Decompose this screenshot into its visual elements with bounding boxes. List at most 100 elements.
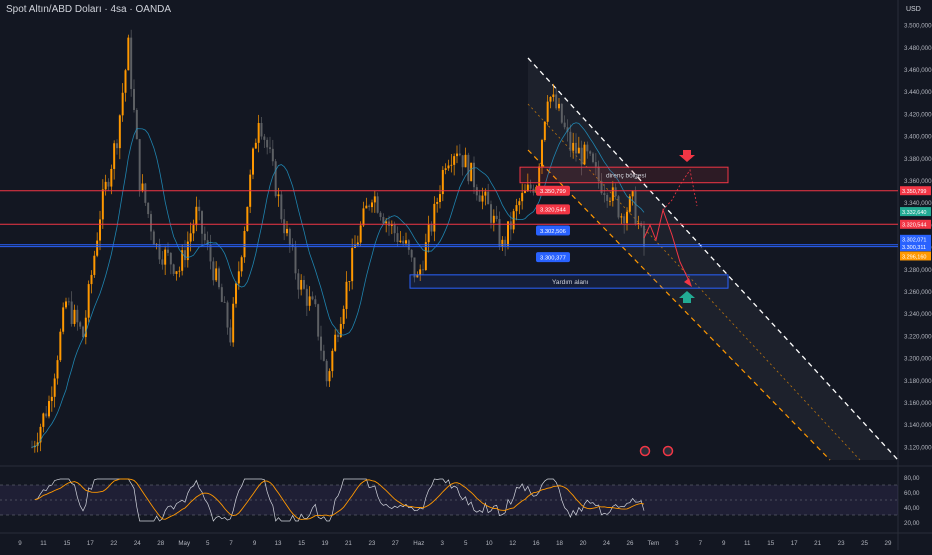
candle-body [269,147,271,149]
price-axis-bg [898,0,932,550]
up-arrow-marker [679,291,695,303]
candle-body [192,225,195,234]
candle-body [543,121,546,141]
candle-body [583,144,586,165]
candle-body [203,233,206,241]
candle-body [541,140,543,167]
projection-path-alt [662,168,698,211]
candle-body [416,274,419,278]
candle-body [308,296,311,306]
candle-body [147,202,150,215]
candle-body [317,304,320,337]
candle-body [201,211,203,234]
candle-body [376,196,379,213]
candle-body [305,288,308,306]
candle-body [291,245,294,247]
candle-body [524,190,526,193]
candle-body [558,103,560,109]
candle-body [167,249,169,253]
candle-body [560,103,563,123]
candle-body [512,211,515,230]
support-zone [409,274,729,289]
candle-body [218,268,220,288]
candle-body [464,154,467,168]
candle-body [620,216,623,218]
candle-body [637,222,640,225]
candle-body [614,187,617,197]
x-tick-label: 13 [275,540,282,547]
candle-body [42,413,45,427]
y-tick-label: 3.400,000 [904,134,932,141]
candle-body [116,143,118,149]
candle-body [121,92,124,116]
candle-body [186,241,189,261]
x-tick-label: 9 [722,540,726,547]
candle-body [195,206,198,226]
channel-lower-line [527,149,831,461]
x-tick-label: 9 [18,540,22,547]
candle-body [390,224,393,226]
x-tick-label: 7 [229,540,233,547]
candle-body [345,281,348,309]
x-tick-label: Haz [413,540,424,547]
candle-body [348,281,351,282]
rsi-band [0,485,898,515]
x-tick-label: Tem [648,540,660,547]
x-tick-label: 19 [322,540,329,547]
candle-body [484,191,487,196]
candle-body [592,153,594,163]
candle-body [220,287,223,302]
candle-body [325,360,328,382]
candle-body [150,214,152,232]
candle-body [240,257,243,272]
rsi-tick-label: 40,00 [904,505,920,512]
candle-body [359,225,362,243]
candle-body [76,309,79,323]
axis-price-label [900,207,931,217]
candle-body [223,301,226,303]
candle-body [314,299,317,305]
axis-price-label-text: 3.300,311 [902,245,926,251]
y-tick-label: 3.380,000 [904,156,932,163]
candle-body [475,187,478,196]
candle-body [277,194,280,197]
candle-body [538,166,541,187]
candle-body [447,165,450,169]
candle-body [430,224,433,232]
candle-body [50,396,53,402]
candle-body [212,261,215,281]
candle-body [600,181,603,194]
candle-body [385,221,388,224]
candle-body [283,219,286,234]
candle-body [351,247,354,282]
candle-body [450,164,453,166]
candle-body [286,228,288,234]
candle-body [184,250,186,261]
candle-body [549,96,552,102]
rsi-tick-label: 60,00 [904,490,920,497]
candle-body [518,201,521,206]
y-tick-label: 3.420,000 [904,111,932,118]
candle-body [113,143,116,169]
candle-body [419,269,422,275]
candle-body [356,242,359,246]
candle-body [611,187,614,201]
x-tick-label: 15 [63,540,70,547]
y-tick-label: 3.440,000 [904,89,932,96]
candle-body [393,224,396,234]
candle-body [320,336,322,351]
x-tick-label: May [178,540,191,547]
candle-body [178,270,181,272]
candle-body [99,219,101,241]
x-tick-label: 15 [298,540,305,547]
candle-body [529,184,532,189]
candle-body [643,225,645,247]
candle-body [257,123,260,143]
candle-body [634,191,637,225]
candle-body [473,162,475,188]
candle-body [569,131,572,151]
candle-body [36,442,39,446]
candle-body [379,212,382,217]
